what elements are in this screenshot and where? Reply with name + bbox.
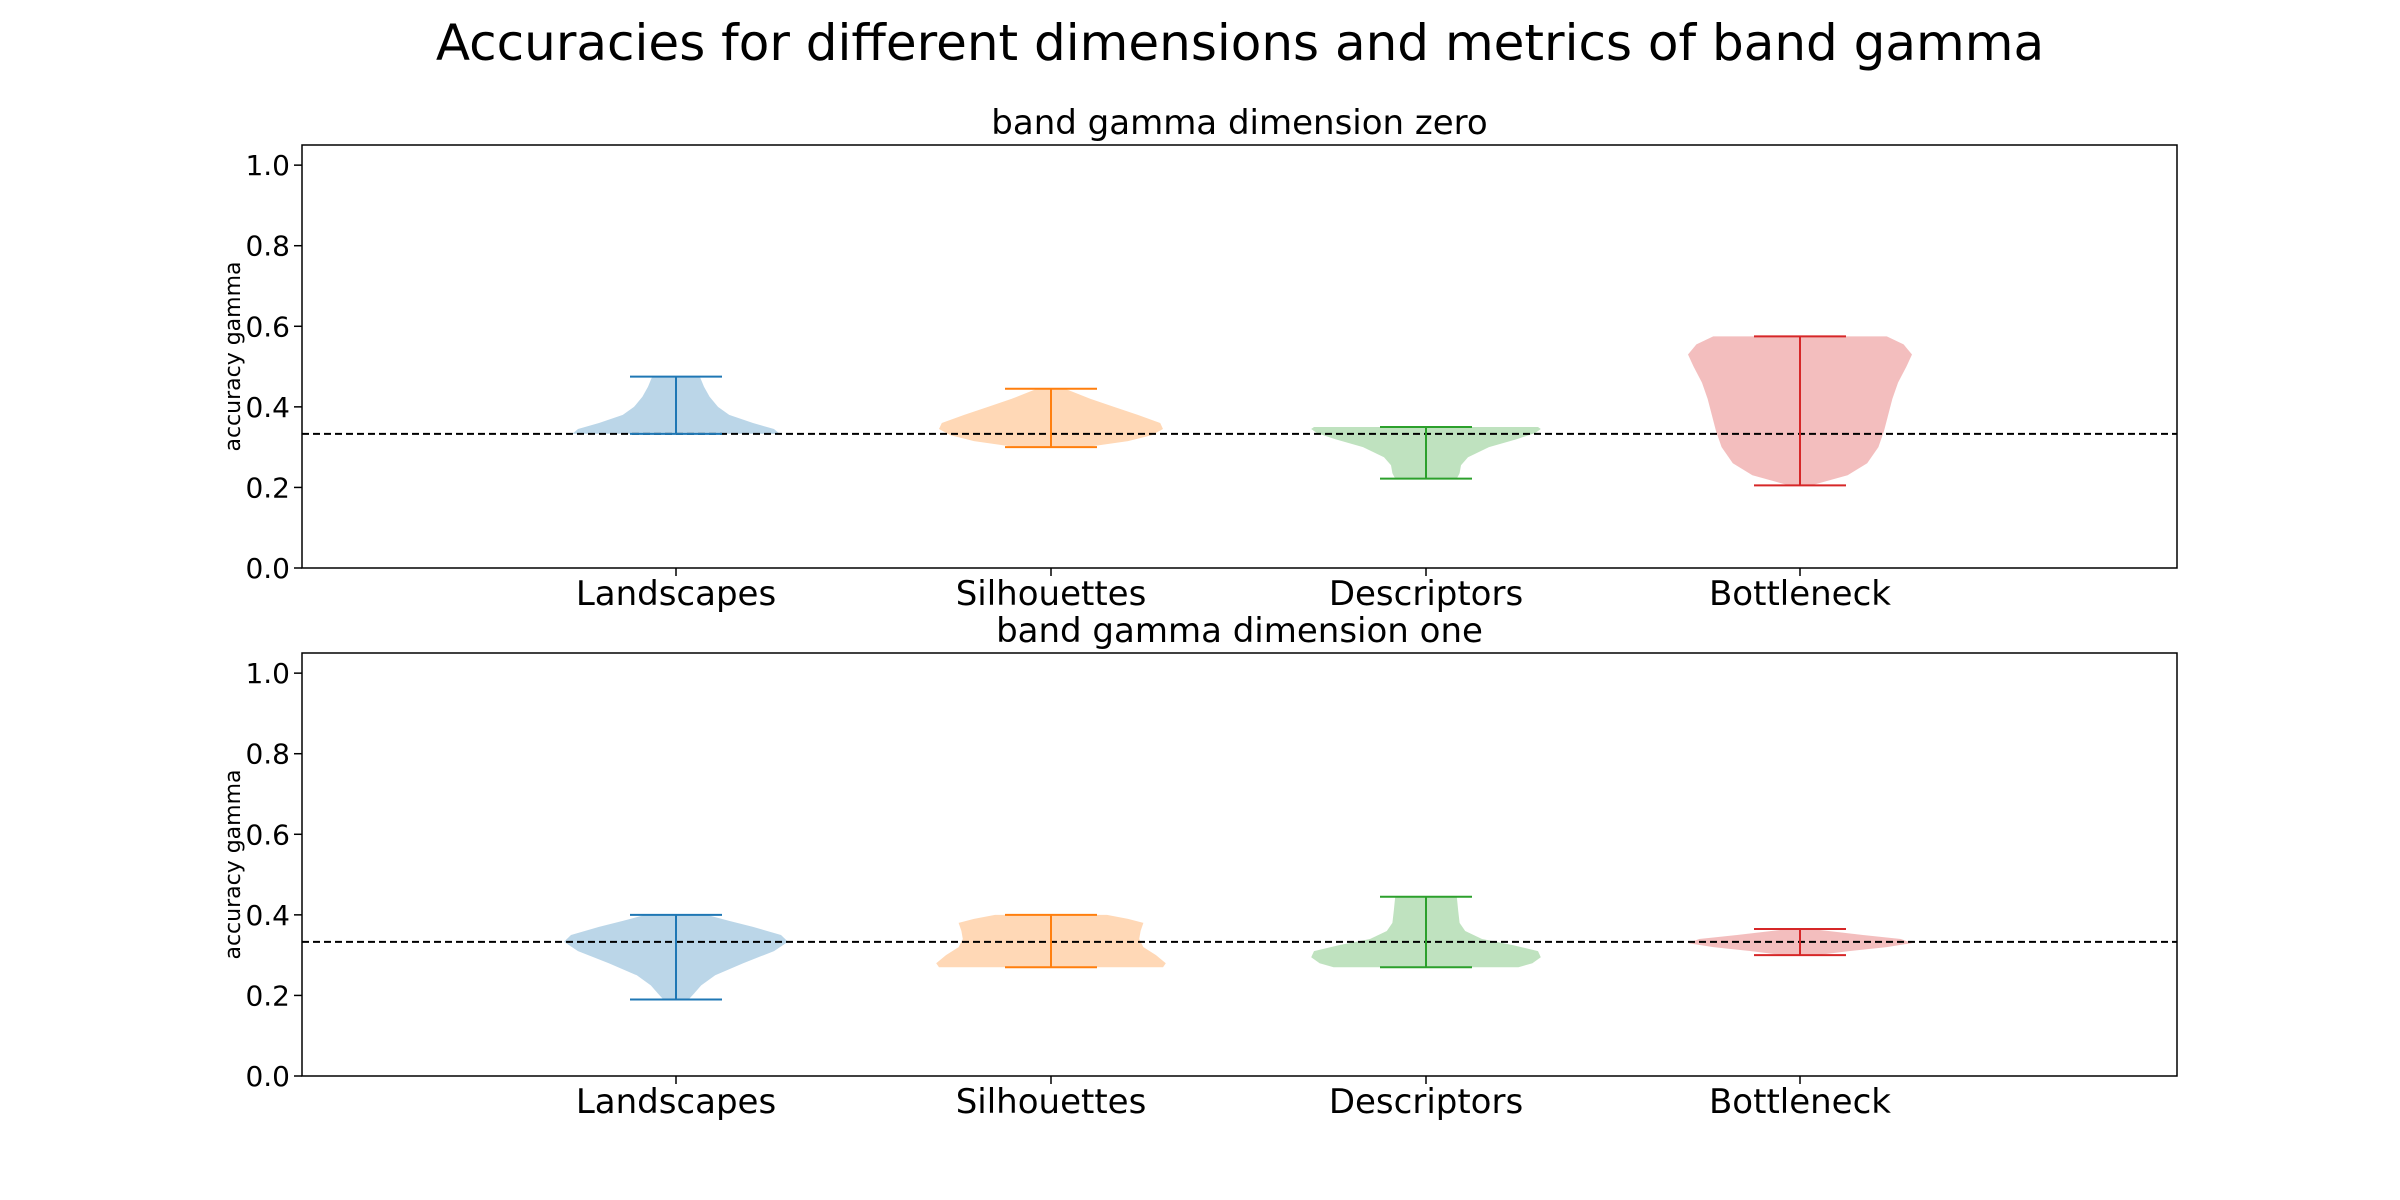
- x-tick-label: Landscapes: [576, 1082, 776, 1122]
- x-tick-label: Descriptors: [1329, 1082, 1523, 1122]
- y-tick-label: 0.6: [245, 310, 290, 343]
- subplot-title: band gamma dimension one: [996, 611, 1483, 651]
- y-tick-label: 0.6: [245, 818, 290, 851]
- x-tick-label: Silhouettes: [956, 574, 1147, 614]
- figure-title: Accuracies for different dimensions and …: [436, 14, 2044, 72]
- y-tick-label: 0.8: [245, 738, 290, 771]
- x-tick-label: Bottleneck: [1709, 574, 1891, 614]
- y-tick-label: 0.4: [245, 899, 290, 932]
- x-tick-label: Silhouettes: [956, 1082, 1147, 1122]
- y-tick-label: 0.0: [245, 552, 290, 585]
- y-tick-label: 0.2: [245, 471, 290, 504]
- x-tick-label: Landscapes: [576, 574, 776, 614]
- y-tick-label: 0.0: [245, 1060, 290, 1093]
- y-axis-label: accuracy gamma: [221, 769, 246, 959]
- plot-frame: [301, 144, 2178, 569]
- y-tick-label: 1.0: [245, 657, 290, 690]
- y-tick-label: 0.4: [245, 391, 290, 424]
- x-tick-label: Descriptors: [1329, 574, 1523, 614]
- x-tick-label: Bottleneck: [1709, 1082, 1891, 1122]
- subplot-title: band gamma dimension zero: [991, 103, 1487, 143]
- plot-frame: [301, 652, 2178, 1077]
- y-tick-label: 1.0: [245, 149, 290, 182]
- y-tick-label: 0.8: [245, 230, 290, 263]
- y-tick-label: 0.2: [245, 979, 290, 1012]
- y-axis-label: accuracy gamma: [221, 261, 246, 451]
